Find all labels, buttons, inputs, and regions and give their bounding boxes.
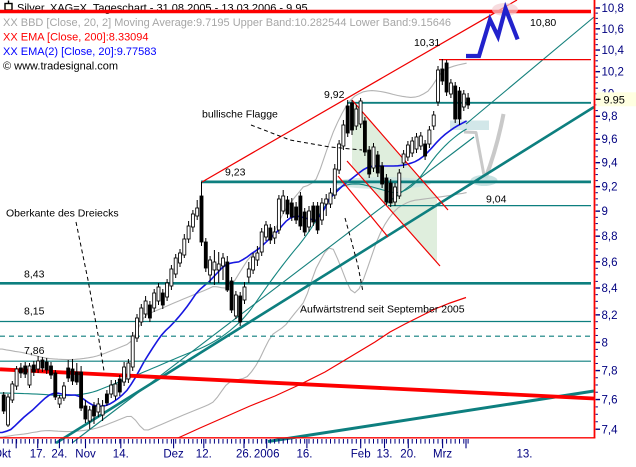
svg-text:8,6: 8,6 bbox=[602, 257, 618, 269]
svg-text:9.95: 9.95 bbox=[604, 94, 625, 106]
svg-text:20.: 20. bbox=[400, 449, 416, 461]
svg-text:8,8: 8,8 bbox=[602, 231, 618, 243]
svg-text:10,2: 10,2 bbox=[602, 67, 624, 79]
svg-text:14.: 14. bbox=[113, 449, 129, 461]
svg-text:7,8: 7,8 bbox=[602, 366, 618, 378]
svg-text:7,6: 7,6 bbox=[602, 395, 618, 407]
svg-text:9: 9 bbox=[602, 206, 608, 218]
svg-text:Okt: Okt bbox=[0, 449, 12, 461]
svg-text:10,80: 10,80 bbox=[530, 17, 556, 29]
svg-text:7,4: 7,4 bbox=[602, 424, 619, 436]
svg-text:10,6: 10,6 bbox=[602, 24, 624, 36]
svg-text:Oberkante des Dreiecks: Oberkante des Dreiecks bbox=[6, 208, 119, 220]
svg-text:XX EMA [Close, 200]:8.33094: XX EMA [Close, 200]:8.33094 bbox=[3, 31, 149, 43]
svg-text:10,8: 10,8 bbox=[602, 3, 624, 15]
svg-text:17.: 17. bbox=[30, 449, 46, 461]
svg-text:Aufwärtstrend seit September 2: Aufwärtstrend seit September 2005 bbox=[300, 304, 465, 316]
svg-text:7,86: 7,86 bbox=[24, 345, 45, 357]
svg-text:9,2: 9,2 bbox=[602, 182, 618, 194]
svg-text:9,8: 9,8 bbox=[602, 111, 618, 123]
svg-text:2006: 2006 bbox=[254, 449, 280, 461]
svg-text:Nov: Nov bbox=[75, 449, 96, 461]
svg-text:13.: 13. bbox=[377, 449, 393, 461]
svg-text:26.: 26. bbox=[236, 449, 252, 461]
svg-text:9,92: 9,92 bbox=[324, 89, 345, 101]
svg-text:bullische Flagge: bullische Flagge bbox=[202, 109, 278, 121]
svg-text:9,4: 9,4 bbox=[602, 158, 619, 170]
svg-text:Feb: Feb bbox=[351, 449, 371, 461]
svg-text:8,2: 8,2 bbox=[602, 310, 618, 322]
svg-text:8,4: 8,4 bbox=[602, 283, 619, 295]
svg-text:9,04: 9,04 bbox=[486, 194, 507, 206]
svg-text:8,43: 8,43 bbox=[24, 269, 45, 281]
svg-text:9,23: 9,23 bbox=[225, 167, 246, 179]
svg-text:10,4: 10,4 bbox=[602, 45, 625, 57]
svg-text:9,6: 9,6 bbox=[602, 134, 618, 146]
svg-text:8: 8 bbox=[602, 337, 608, 349]
svg-text:XX EMA(2) [Close, 20]:9.77583: XX EMA(2) [Close, 20]:9.77583 bbox=[3, 46, 156, 58]
svg-text:XX BBD [Close, 20, 2] Moving A: XX BBD [Close, 20, 2] Moving Average:9.7… bbox=[3, 17, 451, 29]
svg-text:24.: 24. bbox=[51, 449, 67, 461]
svg-text:16.: 16. bbox=[297, 449, 313, 461]
svg-text:Mrz: Mrz bbox=[433, 449, 452, 461]
svg-text:© www.tradesignal.com: © www.tradesignal.com bbox=[3, 60, 118, 72]
svg-text:Dez: Dez bbox=[163, 449, 184, 461]
svg-text:12.: 12. bbox=[196, 449, 212, 461]
svg-text:8,15: 8,15 bbox=[24, 306, 45, 318]
svg-text:13.: 13. bbox=[517, 449, 533, 461]
svg-text:10,31: 10,31 bbox=[414, 37, 440, 49]
